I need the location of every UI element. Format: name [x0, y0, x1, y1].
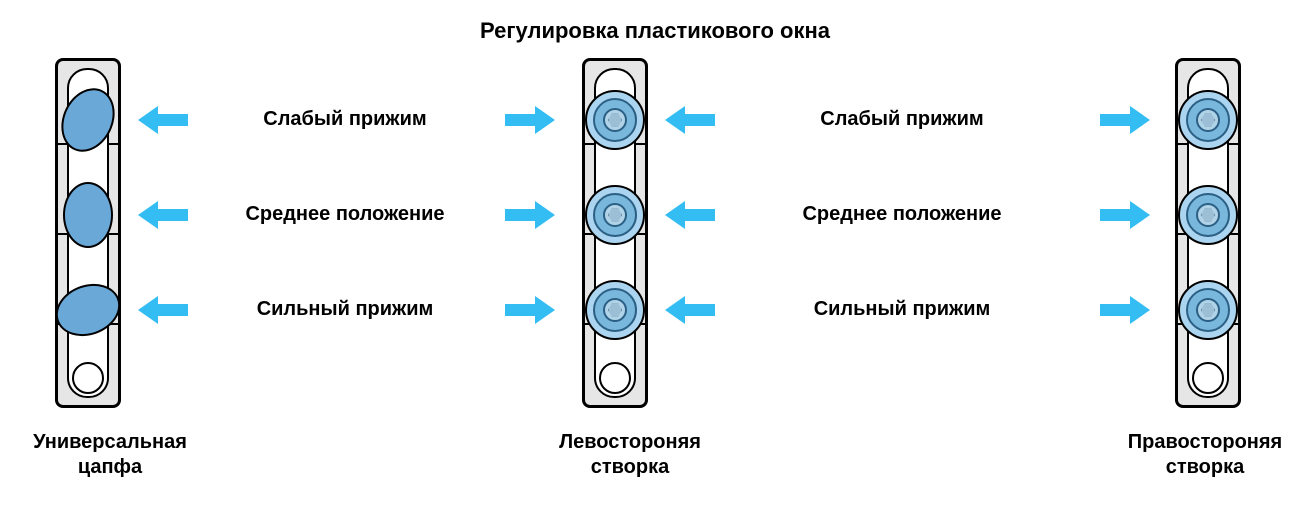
rail-left-sash: [582, 58, 648, 408]
arrow-right-icon: [505, 296, 555, 324]
pin-round-strong: [1178, 280, 1238, 340]
caption-universal: Универсальнаяцапфа: [10, 430, 210, 480]
arrow-left-icon: [138, 201, 188, 229]
arrow-right-icon: [1100, 296, 1150, 324]
diagram-title: Регулировка пластикового окна: [0, 18, 1310, 44]
pin-round-medium: [1178, 185, 1238, 245]
arrow-left-icon: [665, 106, 715, 134]
row-label-medium-1: Среднее положение: [215, 203, 475, 226]
rail-end-circle: [1192, 362, 1224, 394]
pin-round-medium: [585, 185, 645, 245]
row-label-weak-2: Слабый прижим: [742, 108, 1062, 131]
rail-tick: [109, 233, 119, 235]
rail-tick: [109, 143, 119, 145]
rail-right-sash: [1175, 58, 1241, 408]
rail-universal: [55, 58, 121, 408]
caption-right-sash: Правостороняястворка: [1100, 430, 1310, 480]
pin-round-weak: [585, 90, 645, 150]
pin-oval-medium: [63, 182, 113, 248]
row-label-weak-1: Слабый прижим: [215, 108, 475, 131]
rail-end-circle: [599, 362, 631, 394]
rail-end-circle: [72, 362, 104, 394]
arrow-left-icon: [138, 106, 188, 134]
arrow-left-icon: [665, 201, 715, 229]
arrow-right-icon: [505, 106, 555, 134]
row-label-strong-1: Сильный прижим: [215, 298, 475, 321]
rail-tick: [57, 233, 67, 235]
arrow-right-icon: [1100, 201, 1150, 229]
arrow-left-icon: [138, 296, 188, 324]
pin-round-weak: [1178, 90, 1238, 150]
arrow-right-icon: [505, 201, 555, 229]
arrow-left-icon: [665, 296, 715, 324]
row-label-medium-2: Среднее положение: [742, 203, 1062, 226]
row-label-strong-2: Сильный прижим: [742, 298, 1062, 321]
arrow-right-icon: [1100, 106, 1150, 134]
pin-round-strong: [585, 280, 645, 340]
caption-left-sash: Левостороняястворка: [530, 430, 730, 480]
